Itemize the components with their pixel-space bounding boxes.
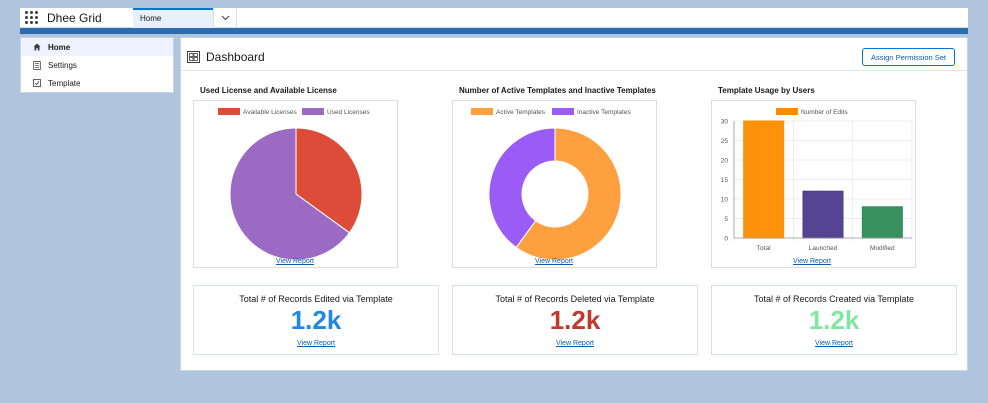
- y-tick-label: 0: [724, 235, 728, 242]
- sidebar-item-settings[interactable]: Settings: [21, 56, 173, 74]
- license-chart-svg: Available Licenses Used Licenses: [218, 108, 370, 261]
- chevron-down-icon: [221, 15, 229, 20]
- sidebar-item-label: Settings: [48, 60, 77, 70]
- tab-home[interactable]: Home: [133, 7, 213, 28]
- pie-slice-available: [295, 127, 363, 234]
- stat-label: Total # of Records Edited via Template: [239, 294, 393, 304]
- stat-card-edited: Total # of Records Edited via Template 1…: [193, 285, 439, 355]
- stat-value: 1.2k: [808, 305, 860, 335]
- stat-card-created: Total # of Records Created via Template …: [711, 285, 957, 355]
- doughnut-slice-active: [515, 127, 622, 261]
- pie-slice-used: [229, 127, 351, 261]
- page-title: Dashboard: [206, 50, 265, 64]
- header-band: [20, 28, 968, 34]
- tab-home-label: Home: [140, 14, 162, 23]
- bar-total: [743, 120, 785, 239]
- assign-permission-set-button[interactable]: Assign Permission Set: [861, 48, 955, 66]
- y-tick-label: 30: [721, 118, 729, 125]
- template-icon: [33, 79, 41, 87]
- legend-label-edits: Number of Edits: [801, 109, 848, 116]
- app-name: Dhee Grid: [47, 10, 102, 25]
- app-header: Dhee Grid Home: [20, 7, 968, 28]
- templates-chart-svg: Active Templates Inactive Templates: [471, 108, 631, 261]
- stat-label: Total # of Records Created via Template: [754, 294, 914, 304]
- templates-view-report-link[interactable]: View Report: [535, 258, 574, 265]
- dashboard-icon: [187, 51, 200, 63]
- dashboard-header: Dashboard: [187, 50, 265, 64]
- legend-swatch-used: [302, 108, 324, 115]
- stat-value: 1.2k: [290, 305, 342, 335]
- x-tick-label: Modified: [870, 245, 895, 252]
- stat-view-report-link[interactable]: View Report: [296, 340, 335, 347]
- legend-swatch-edits: [776, 108, 798, 115]
- sidebar-item-label: Template: [48, 78, 81, 88]
- doughnut-slice-inactive: [488, 127, 556, 249]
- license-view-report-link[interactable]: View Report: [276, 258, 315, 265]
- usage-chart: Number of Edits 0 5 10 15 20 25 30 Total Launche…: [711, 100, 916, 268]
- usage-chart-svg: Number of Edits 0 5 10 15 20 25 30 Total Launche…: [721, 108, 913, 252]
- bar-modified: [861, 206, 903, 239]
- sidebar-item-template[interactable]: Template: [21, 74, 173, 92]
- settings-icon: [33, 60, 41, 70]
- license-chart: Available Licenses Used Licenses: [193, 100, 398, 268]
- x-tick-label: Launched: [809, 245, 838, 252]
- legend-label-used: Used Licenses: [327, 109, 370, 116]
- templates-chart-title: Number of Active Templates and Inactive …: [459, 86, 656, 95]
- header-divider: [181, 70, 967, 71]
- usage-view-report-link[interactable]: View Report: [793, 258, 832, 265]
- usage-chart-title: Template Usage by Users: [718, 86, 815, 95]
- dashboard-panel: Dashboard Assign Permission Set Used Lic…: [180, 37, 968, 371]
- app-launcher-icon[interactable]: [25, 10, 39, 25]
- y-tick-label: 5: [724, 216, 728, 223]
- sidebar-item-label: Home: [48, 42, 71, 52]
- legend-label-active: Active Templates: [496, 109, 546, 116]
- tab-menu-button[interactable]: [213, 7, 237, 28]
- sidebar: Home Settings Template: [20, 37, 174, 93]
- sidebar-item-home[interactable]: Home: [21, 38, 173, 56]
- legend-swatch-active: [471, 108, 493, 115]
- x-tick-label: Total: [757, 245, 771, 252]
- stat-view-report-link[interactable]: View Report: [814, 340, 853, 347]
- stat-value: 1.2k: [549, 305, 601, 335]
- bar-launched: [802, 190, 844, 239]
- stat-label: Total # of Records Deleted via Template: [495, 294, 655, 304]
- y-tick-label: 15: [721, 177, 729, 184]
- legend-label-available: Available Licenses: [243, 109, 297, 116]
- stat-view-report-link[interactable]: View Report: [555, 340, 594, 347]
- legend-swatch-inactive: [552, 108, 574, 115]
- license-chart-title: Used License and Available License: [200, 86, 337, 95]
- y-tick-label: 25: [721, 138, 729, 145]
- legend-swatch-available: [218, 108, 240, 115]
- templates-chart: Active Templates Inactive Templates: [452, 100, 657, 268]
- y-tick-label: 20: [721, 157, 729, 164]
- home-icon: [33, 43, 41, 51]
- y-tick-label: 10: [721, 196, 729, 203]
- stat-card-deleted: Total # of Records Deleted via Template …: [452, 285, 698, 355]
- legend-label-inactive: Inactive Templates: [577, 109, 631, 116]
